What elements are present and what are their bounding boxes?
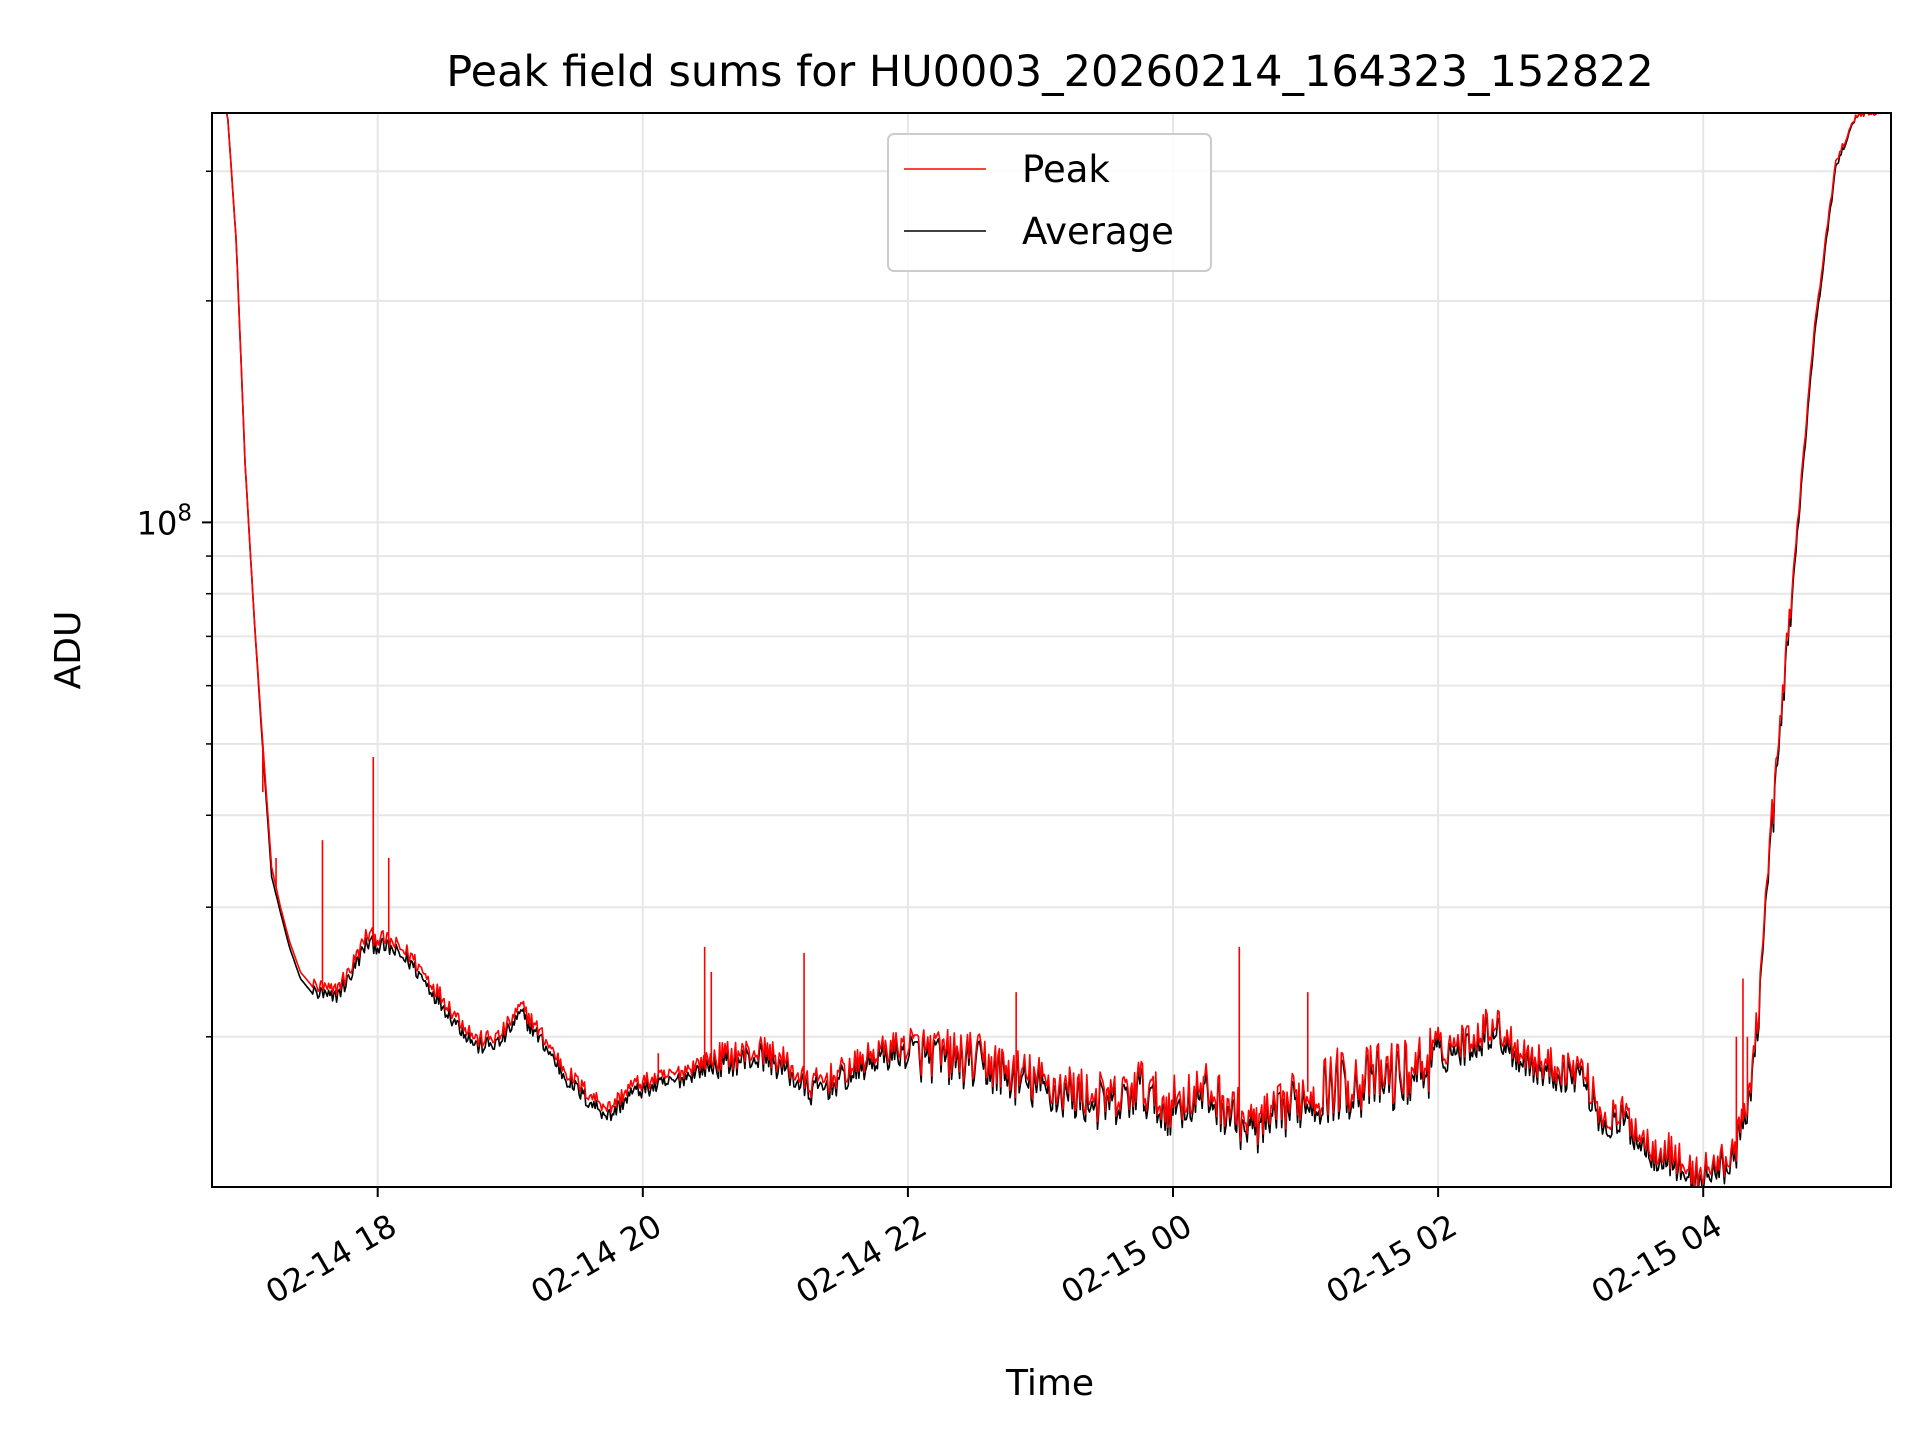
x-axis-label: Time [1005,1363,1094,1404]
legend: Peak Average [887,133,1212,272]
y-axis-label: ADU [48,611,89,690]
series-lines [218,113,1879,1187]
chart-title: Peak field sums for HU0003_20260214_1643… [446,47,1654,97]
y-tick-label: 108 [137,500,192,542]
series-peak [218,113,1879,1187]
series-line-peak [218,113,1879,1187]
legend-peak-label: Peak [1022,148,1110,191]
legend-average-label: Average [1022,210,1174,253]
plot-frame [211,112,1892,1188]
y-ticks: 108 [137,170,212,1038]
